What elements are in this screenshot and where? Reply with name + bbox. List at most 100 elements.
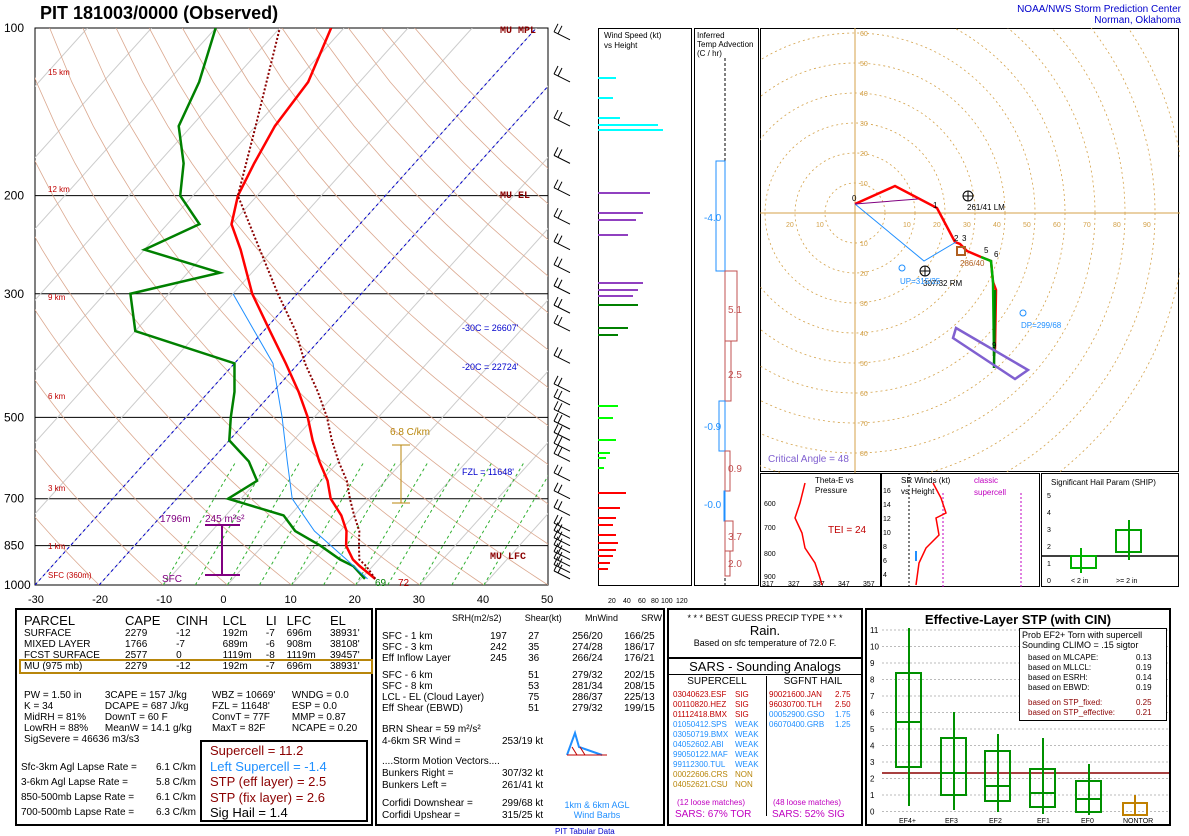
composites-box: Supercell = 11.2 Left Supercell = -1.4 S… [200, 740, 368, 822]
svg-text:20: 20 [786, 222, 794, 229]
wind-barb [553, 434, 571, 452]
list-item: 03050719.BMX WEAK [673, 730, 759, 739]
table-row: Eff Shear (EBWD) 51 279/32 199/15 [382, 703, 655, 714]
svg-text:20: 20 [860, 151, 868, 158]
list-item: 90021600.JAN 2.75 [769, 690, 851, 699]
sars-sig: SARS: 52% SIG [772, 809, 845, 820]
wind-barb [553, 401, 571, 418]
wind-barb [553, 314, 571, 332]
table-row: K = 34 DCAPE = 687 J/kg FZL = 11648' ESP = … [24, 701, 337, 712]
sars-supercell-list: 03040623.ESF SIG 00110820.HEZ SIG 01112418.B… [673, 690, 759, 790]
height-sfc: SFC (360m) [48, 571, 92, 580]
stp-y-label: 11 [870, 626, 879, 635]
list-item: 01050412.SPS WEAK [673, 720, 759, 729]
adv-val-4: 0.9 [728, 464, 742, 475]
stp-box-ef3 [940, 737, 967, 796]
table-row: LCL - EL (Cloud Layer) 75 286/37 225/13 [382, 692, 655, 703]
stp-y-label: 5 [870, 725, 875, 734]
svg-text:1: 1 [933, 201, 938, 210]
theta-e-profile [794, 482, 823, 586]
hodo-inflow-vector [854, 198, 919, 205]
critical-angle-label: Critical Angle = 48 [768, 454, 849, 465]
list-item: 06070400.GRB 1.25 [769, 720, 851, 729]
sr-wind-profile [915, 482, 947, 586]
svg-text:900: 900 [764, 574, 776, 581]
td-sfc-label: 69 [375, 578, 387, 589]
wind-barb [553, 347, 571, 364]
list-item: 04052602.ABI WEAK [673, 740, 759, 749]
pressure-label: 700 [4, 492, 24, 506]
list-item: 00110820.HEZ SIG [673, 700, 749, 709]
temperature-labels: -30 -20 -10 0 10 20 30 40 50 [28, 594, 553, 606]
svg-text:14: 14 [883, 502, 891, 509]
footer-link[interactable]: PIT Tabular Data [555, 827, 615, 836]
wind-barb [553, 296, 571, 314]
svg-text:< 2 in: < 2 in [1071, 578, 1088, 585]
sars-loose1: (12 loose matches) [677, 798, 746, 807]
stp-y-label: 3 [870, 758, 875, 767]
svg-text:>= 2 in: >= 2 in [1116, 578, 1138, 585]
pressure-label: 850 [4, 539, 24, 553]
ws-tick-40: 40 [623, 598, 631, 605]
stp-box-ef0 [1075, 780, 1102, 813]
temp-tick-label: 10 [285, 594, 297, 606]
svg-text:10: 10 [860, 241, 868, 248]
svg-text:90: 90 [1143, 222, 1151, 229]
rm-label: 307/32 RM [923, 279, 962, 288]
svg-text:30: 30 [963, 222, 971, 229]
adv-val-6: 3.7 [728, 532, 742, 543]
lapse-rate-bracket [392, 444, 410, 504]
stp-box-ef1 [1029, 768, 1056, 808]
adv-val-7: 2.0 [728, 559, 742, 570]
svg-text:317: 317 [762, 581, 774, 588]
list-item: based on EBWD: 0.19 [1028, 683, 1152, 692]
svg-text:0: 0 [852, 194, 857, 203]
temp-tick-label: -20 [92, 594, 108, 606]
svg-text:70: 70 [860, 421, 868, 428]
wind-barb [553, 388, 571, 406]
wind-barb [553, 499, 571, 516]
stp-title: Effective-Layer STP (with CIN) [924, 612, 1112, 627]
svg-text:50: 50 [1023, 222, 1031, 229]
neg30-label: -30C = 26607' [462, 323, 519, 333]
sars-hail-list: 90021600.JAN 2.75 96030700.TLH 2.50 00052900… [769, 690, 851, 730]
temp-tick-label: 50 [541, 594, 553, 606]
barb-legend-icon [566, 729, 607, 756]
table-row: SFC - 1 km 197 27 256/20 166/25 [382, 631, 655, 642]
precip-title: * * * BEST GUESS PRECIP TYPE * * * [687, 613, 843, 623]
upshear-marker [898, 264, 906, 272]
precip-type: Rain. [749, 623, 781, 638]
svg-text:337: 337 [813, 581, 825, 588]
ship-panel: Significant Hail Param (SHIP) 5 4 3 2 1 … [1041, 473, 1179, 587]
ship-box-large [1115, 529, 1142, 553]
skewt-frame [34, 27, 549, 586]
eff-inflow-bracket [205, 524, 240, 576]
stp-y-label: 4 [870, 742, 875, 751]
lapse-rates: Sfc-3km Agl Lapse Rate = 6.1 C/km 3-6km A… [21, 762, 197, 818]
parcel-panel: PARCEL CAPE CINH LCL LI LFC EL SURFACE 22… [15, 608, 373, 826]
temp-tick-label: 40 [477, 594, 489, 606]
wind-barbs [553, 23, 571, 580]
svg-text:10: 10 [816, 222, 824, 229]
wind-barb [553, 464, 571, 482]
temp-tick-label: -30 [28, 594, 44, 606]
lm-label: 261/41 LM [967, 203, 1005, 212]
wind-barb [553, 147, 571, 164]
svg-text:80: 80 [1113, 222, 1121, 229]
height-12km: 12 km [48, 185, 70, 194]
svg-text:3: 3 [962, 234, 967, 243]
svg-text:1: 1 [1047, 561, 1051, 568]
sr-note1: classic [974, 476, 998, 485]
list-item: 00052900.GSO 1.75 [769, 710, 851, 719]
list-item: 03040623.ESF SIG [673, 690, 749, 699]
mu-el-label: MU EL [500, 191, 530, 202]
stp-y-label: 7 [870, 692, 875, 701]
mu-mpl-label: MU MPL [500, 26, 536, 37]
svg-text:50: 50 [860, 61, 868, 68]
wind-barb [553, 277, 571, 295]
svg-text:2: 2 [954, 234, 959, 243]
isotherms [35, 28, 548, 585]
mean-label: 286/40 [960, 259, 985, 268]
temp-tick-label: -10 [156, 594, 172, 606]
